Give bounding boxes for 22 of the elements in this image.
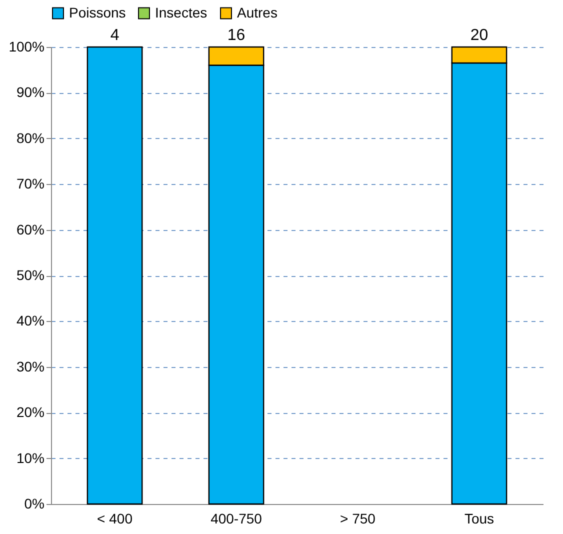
x-tick-label: Tous bbox=[464, 510, 494, 526]
legend-label: Poissons bbox=[69, 4, 126, 20]
y-tick-label: 30% bbox=[16, 358, 44, 374]
annotation: 20 bbox=[470, 27, 488, 44]
y-tick-label: 60% bbox=[16, 221, 44, 238]
y-tick-label: 50% bbox=[16, 267, 44, 283]
y-tick-label: 80% bbox=[16, 130, 44, 146]
y-tick-label: 10% bbox=[16, 450, 44, 466]
y-tick-label: 100% bbox=[8, 38, 44, 54]
y-tick-label: 90% bbox=[16, 84, 44, 100]
y-tick-label: 70% bbox=[16, 176, 44, 192]
annotation: 16 bbox=[227, 27, 246, 44]
legend-label: Insectes bbox=[155, 4, 208, 20]
bar bbox=[86, 46, 143, 505]
y-tick-label: 0% bbox=[24, 496, 44, 512]
legend-label: Autres bbox=[237, 4, 278, 20]
annotation: 4 bbox=[110, 27, 120, 44]
y-tick-label: 40% bbox=[16, 312, 44, 329]
x-tick-label: < 400 bbox=[97, 510, 133, 526]
x-tick-label: 400-750 bbox=[210, 510, 262, 526]
y-tick-label: 20% bbox=[16, 404, 44, 420]
x-tick-label: > 750 bbox=[340, 510, 376, 526]
